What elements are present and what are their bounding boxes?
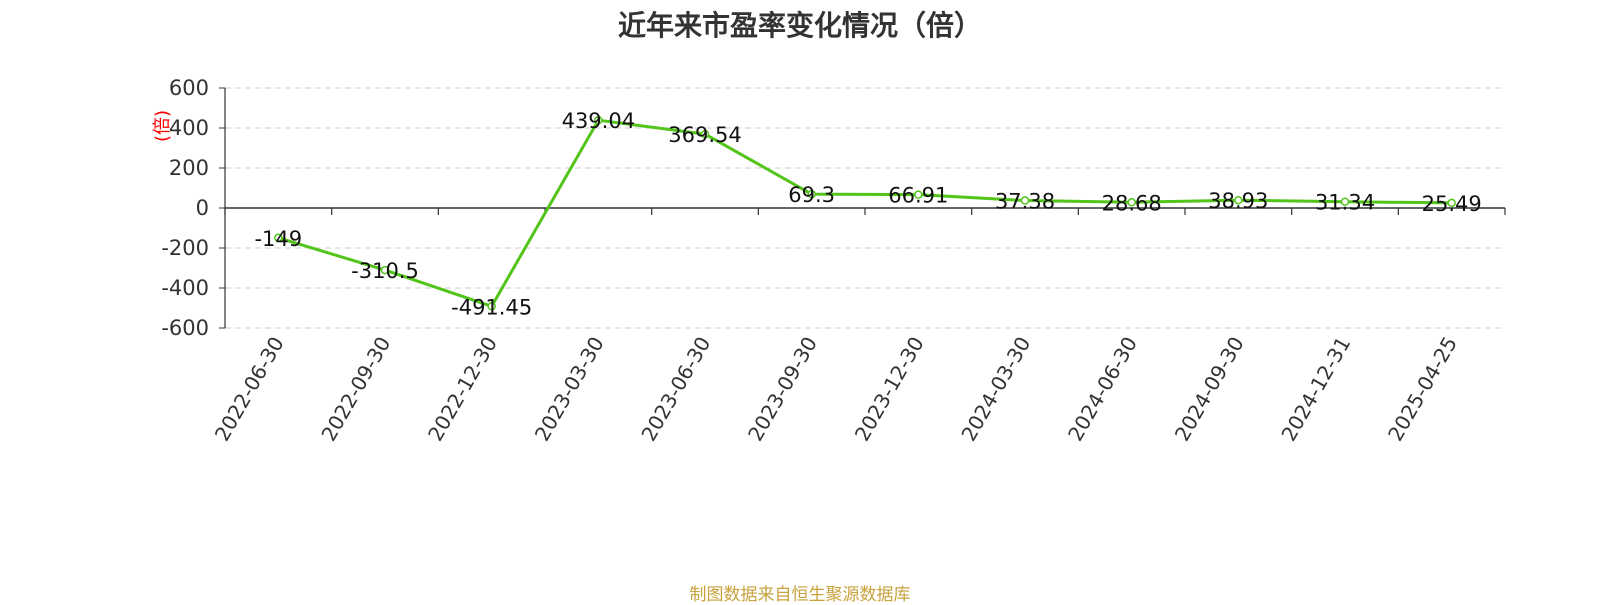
y-axis-label: (倍) bbox=[152, 110, 173, 142]
data-point bbox=[1020, 196, 1030, 205]
y-tick-label: 600 bbox=[169, 76, 209, 100]
data-point bbox=[1340, 197, 1350, 206]
y-tick-label: -600 bbox=[161, 316, 209, 340]
x-tick-label: 2022-12-30 bbox=[423, 332, 502, 445]
y-tick-label: -200 bbox=[161, 236, 209, 260]
data-point bbox=[914, 190, 923, 199]
data-label: 37.38 bbox=[995, 190, 1055, 214]
y-tick-label: -400 bbox=[161, 276, 209, 300]
data-point bbox=[487, 302, 496, 311]
x-tick-label: 2025-04-25 bbox=[1383, 333, 1462, 446]
data-label: -149 bbox=[254, 227, 302, 251]
y-tick-label: 200 bbox=[169, 156, 209, 180]
data-label: 31.34 bbox=[1315, 191, 1375, 215]
data-label: 66.91 bbox=[888, 184, 948, 208]
data-label: 28.68 bbox=[1102, 191, 1162, 215]
data-label: -491.45 bbox=[451, 295, 532, 319]
data-label: 439.04 bbox=[562, 109, 635, 133]
x-tick-label: 2024-09-30 bbox=[1170, 333, 1249, 446]
footer-source: 制图数据来自恒生聚源数据库 bbox=[689, 585, 911, 605]
x-tick-label: 2022-06-30 bbox=[210, 333, 289, 446]
data-label: 38.93 bbox=[1208, 189, 1268, 213]
x-tick-label: 2024-03-30 bbox=[956, 333, 1035, 446]
data-point bbox=[1234, 195, 1243, 205]
data-point bbox=[380, 265, 390, 275]
x-tick-label: 2024-06-30 bbox=[1063, 333, 1142, 446]
data-label: 25.49 bbox=[1422, 192, 1482, 216]
data-point bbox=[1447, 198, 1456, 208]
data-point bbox=[274, 233, 283, 243]
y-tick-label: 400 bbox=[169, 116, 209, 140]
x-tick-label: 2023-09-30 bbox=[743, 333, 822, 446]
x-tick-label: 2023-03-30 bbox=[530, 333, 609, 446]
data-point bbox=[594, 115, 603, 125]
data-label: -310.5 bbox=[351, 259, 419, 283]
data-point bbox=[700, 129, 710, 139]
x-tick-label: 2023-12-30 bbox=[850, 332, 929, 445]
x-tick-label: 2022-09-30 bbox=[316, 333, 395, 446]
x-tick-label: 2023-06-30 bbox=[636, 333, 715, 446]
data-label: 369.54 bbox=[668, 123, 741, 147]
x-tick-label: 2024-12-31 bbox=[1276, 333, 1355, 446]
data-point bbox=[1127, 198, 1136, 207]
data-label: 69.3 bbox=[788, 183, 835, 207]
chart-title: 近年来市盈率变化情况（倍） bbox=[617, 9, 982, 42]
series-line bbox=[277, 118, 1452, 308]
data-point bbox=[807, 189, 816, 199]
y-tick-label: 0 bbox=[196, 196, 209, 220]
